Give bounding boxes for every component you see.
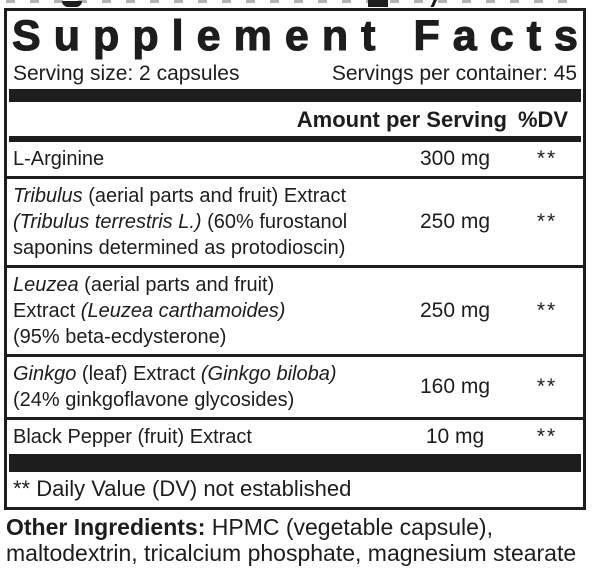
title-letter: c — [489, 11, 514, 60]
ingredient-name: L-Arginine — [7, 146, 399, 172]
title-letter — [388, 12, 400, 61]
title-letter: e — [196, 11, 221, 60]
clipped-letter-fragment — [62, 1, 82, 7]
ingredient-row: L-Arginine 300 mg ** — [7, 142, 583, 176]
title-letter: e — [284, 11, 309, 60]
ingredient-dv: ** — [536, 147, 558, 170]
other-ingredients-text: HPMC (vegetable capsule), maltodextrin, … — [6, 514, 577, 566]
ingredient-amount: 250 mg — [419, 210, 491, 233]
ingredient-amount: 10 mg — [425, 425, 485, 448]
ingredient-dv: ** — [536, 425, 558, 448]
ingredient-name-italic: Ginkgo — [13, 363, 77, 385]
title-letter: n — [321, 11, 349, 60]
dv-column-header: %DV — [517, 107, 569, 132]
title-letter: p — [92, 11, 120, 60]
ingredient-name-text: Black Pepper (fruit) Extract — [13, 426, 252, 448]
ingredient-name-text: (95% beta-ecdysterone) — [13, 326, 227, 348]
ingredient-row: Ginkgo (leaf) Extract (Ginkgo biloba) (24… — [7, 354, 583, 417]
servings-per-container: Servings per container: 45 — [331, 62, 577, 85]
dv-footnote: ** Daily Value (DV) not established — [13, 476, 352, 501]
ingredient-name-text: (24% ginkgoflavone glycosides) — [13, 389, 295, 411]
serving-info: Serving size: 2 capsules Servings per co… — [7, 61, 583, 89]
title-letter: t — [361, 11, 376, 60]
ingredient-amount: 250 mg — [419, 299, 491, 322]
title-letter: p — [132, 11, 159, 60]
clipped-text-fragments — [6, 0, 576, 7]
ingredient-name-text: Extract — [13, 300, 81, 322]
ingredient-name-text: (aerial parts and fruit) Extract — [82, 185, 347, 207]
ingredient-name-italic: (Tribulus terrestris L.) — [13, 211, 202, 233]
title-letter: S — [11, 11, 41, 60]
ingredient-dv: ** — [536, 299, 558, 322]
ingredient-name: Ginkgo (leaf) Extract (Ginkgo biloba) (24… — [7, 361, 399, 413]
serving-size: Serving size: 2 capsules — [13, 62, 240, 85]
ingredient-name-italic: (Ginkgo biloba) — [200, 363, 337, 385]
title-letter: u — [53, 11, 80, 60]
ingredient-name: Tribulus (aerial parts and fruit) Extrac… — [7, 183, 399, 261]
amount-column-header: Amount per Serving — [296, 107, 507, 132]
ingredient-rows: L-Arginine 300 mg ** Tribulus (aerial pa… — [7, 142, 583, 454]
ingredient-name-text: saponins determined as protodioscin) — [13, 237, 346, 259]
ingredient-row: Black Pepper (fruit) Extract 10 mg ** — [7, 417, 583, 454]
ingredient-name-italic: (Leuzea carthamoides) — [80, 300, 286, 322]
other-ingredients: Other Ingredients: HPMC (vegetable capsu… — [6, 514, 596, 566]
ingredient-amount: 300 mg — [419, 147, 491, 170]
ingredient-row: Tribulus (aerial parts and fruit) Extrac… — [7, 176, 583, 265]
other-ingredients-label: Other Ingredients: — [6, 514, 206, 540]
clipped-text-dashes — [6, 0, 576, 3]
ingredient-name-text: L-Arginine — [13, 148, 105, 170]
ingredient-name-text: (leaf) Extract — [76, 363, 201, 385]
title-letter: s — [553, 11, 578, 60]
title-letter: F — [413, 11, 440, 60]
ingredient-name: Leuzea (aerial parts and fruit) Extract (… — [7, 272, 399, 350]
ingredient-name: Black Pepper (fruit) Extract — [7, 424, 399, 450]
title-letter: l — [171, 11, 184, 60]
ingredient-dv: ** — [536, 210, 558, 233]
title-letter: m — [233, 11, 272, 60]
separator-bar-heavy — [9, 454, 581, 472]
clipped-letter-fragment — [368, 0, 388, 7]
ingredient-name-italic: Leuzea — [13, 274, 79, 296]
ingredient-name-text: (60% furostanol — [201, 211, 348, 233]
ingredient-row: Leuzea (aerial parts and fruit) Extract (… — [7, 265, 583, 354]
title-letter: a — [452, 11, 477, 60]
separator-bar-thick — [9, 89, 581, 102]
ingredient-name-italic: Tribulus — [13, 185, 83, 207]
ingredient-name-text: (aerial parts and fruit) — [78, 274, 275, 296]
title-letter: t — [526, 11, 542, 60]
ingredient-dv: ** — [536, 375, 558, 398]
column-header-row: Amount per Serving %DV — [7, 102, 583, 136]
separator-bar-medium — [9, 136, 581, 142]
ingredient-amount: 160 mg — [419, 375, 491, 398]
